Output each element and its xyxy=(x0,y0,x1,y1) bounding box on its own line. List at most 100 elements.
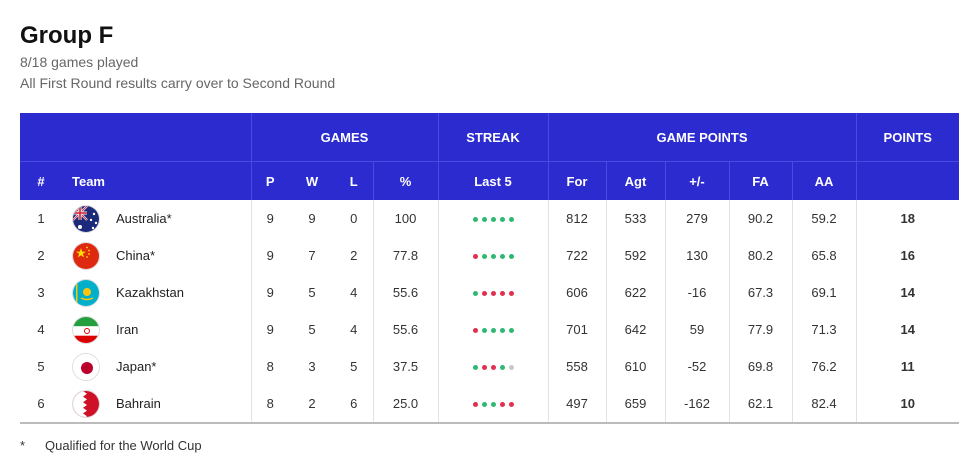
won-cell: 9 xyxy=(289,200,335,237)
col-fa[interactable]: FA xyxy=(728,161,792,200)
played-cell-value: 9 xyxy=(266,285,274,300)
col-played[interactable]: P xyxy=(250,161,289,200)
pct-cell-value: 55.6 xyxy=(392,285,419,300)
col-last5[interactable]: Last 5 xyxy=(437,161,548,200)
fa-cell: 67.3 xyxy=(728,274,792,311)
carry-over-note: All First Round results carry over to Se… xyxy=(20,75,336,91)
pct-cell-value: 25.0 xyxy=(392,396,419,411)
for-cell-value: 497 xyxy=(566,396,588,411)
pct-cell: 100 xyxy=(372,200,438,237)
won-cell: 3 xyxy=(289,348,335,385)
col-agt[interactable]: Agt xyxy=(605,161,665,200)
group-header-row: GAMES STREAK GAME POINTS POINTS xyxy=(20,113,959,162)
streak-cell xyxy=(437,385,548,424)
team-name[interactable]: Bahrain xyxy=(116,396,161,411)
for-cell: 497 xyxy=(547,385,606,424)
played-cell-value: 8 xyxy=(266,396,274,411)
pct-cell: 55.6 xyxy=(372,311,438,348)
points-cell: 14 xyxy=(855,311,959,348)
diff-cell: 130 xyxy=(664,237,729,274)
aa-cell-value: 65.8 xyxy=(811,248,837,263)
table-row[interactable]: 6 Bahrain 8 2 6 25.0 497 659 -162 62.1 82.4 10 xyxy=(20,385,959,424)
col-pct[interactable]: % xyxy=(372,161,438,200)
agt-cell: 592 xyxy=(605,237,665,274)
lost-cell-value: 4 xyxy=(350,322,358,337)
played-cell: 8 xyxy=(250,385,289,424)
col-for[interactable]: For xyxy=(547,161,606,200)
win-dot xyxy=(481,402,487,408)
table-row[interactable]: 4 Iran 9 5 4 55.6 701 642 59 77.9 71.3 14 xyxy=(20,311,959,348)
for-cell-value: 812 xyxy=(566,211,588,226)
agt-cell-value: 642 xyxy=(624,322,647,337)
diff-cell-value: 130 xyxy=(686,248,708,263)
streak-cell xyxy=(437,200,548,237)
team-name[interactable]: Japan* xyxy=(116,359,157,374)
bahrain-flag-icon xyxy=(72,389,100,418)
agt-cell-value: 659 xyxy=(624,396,647,411)
win-dot xyxy=(508,254,514,260)
games-group-header: GAMES xyxy=(250,113,438,162)
fa-cell-value: 62.1 xyxy=(747,396,774,411)
china-flag-icon xyxy=(72,241,100,270)
loss-dot xyxy=(490,291,496,297)
win-dot xyxy=(472,291,478,297)
col-lost[interactable]: L xyxy=(335,161,373,200)
team-name[interactable]: Kazakhstan xyxy=(116,285,184,300)
lost-cell: 6 xyxy=(335,385,373,424)
agt-cell: 642 xyxy=(605,311,665,348)
win-dot xyxy=(508,217,514,223)
column-header-row: # Team P W L % Last 5 For Agt +/- FA AA xyxy=(20,161,959,200)
table-row[interactable]: 5 Japan* 8 3 5 37.5 558 610 -52 69.8 76.2 11 xyxy=(20,348,959,385)
streak-cell xyxy=(437,348,548,385)
diff-cell-value: -16 xyxy=(687,285,707,300)
team-cell: Australia* xyxy=(62,200,251,237)
rank-cell-value: 5 xyxy=(37,359,45,374)
diff-cell: 59 xyxy=(664,311,729,348)
won-cell: 5 xyxy=(289,311,335,348)
fa-cell-value: 90.2 xyxy=(747,211,774,226)
points-cell: 18 xyxy=(855,200,959,237)
team-cell: Japan* xyxy=(62,348,251,385)
rank-cell: 6 xyxy=(20,385,62,424)
table-row[interactable]: 3 Kazakhstan 9 5 4 55.6 606 622 -16 67.3 69.1 14 xyxy=(20,274,959,311)
lost-cell-value: 4 xyxy=(350,285,358,300)
team-name[interactable]: Australia* xyxy=(116,211,172,226)
table-row[interactable]: 2 China* 9 7 2 77.8 722 592 130 80.2 65.8 16 xyxy=(20,237,959,274)
team-name[interactable]: Iran xyxy=(116,322,139,337)
fa-cell: 90.2 xyxy=(728,200,792,237)
fa-cell-value: 80.2 xyxy=(747,248,774,263)
win-dot xyxy=(481,254,487,260)
col-rank[interactable]: # xyxy=(20,161,62,200)
iran-flag-icon xyxy=(72,315,100,344)
standings-table: GAMES STREAK GAME POINTS POINTS # Team P… xyxy=(20,113,959,424)
team-name[interactable]: China* xyxy=(116,248,156,263)
col-aa[interactable]: AA xyxy=(791,161,856,200)
agt-cell: 622 xyxy=(605,274,665,311)
team-cell: Kazakhstan xyxy=(62,274,251,311)
points-cell-value: 10 xyxy=(900,396,915,411)
table-row[interactable]: 1 Australia* 9 9 0 100 812 533 279 90.2 59.2 18 xyxy=(20,200,959,237)
agt-cell-value: 592 xyxy=(624,248,647,263)
loss-dot xyxy=(490,365,496,371)
pct-cell-value: 37.5 xyxy=(392,359,419,374)
win-dot xyxy=(490,402,496,408)
points-cell-value: 18 xyxy=(900,211,915,226)
aa-cell-value: 76.2 xyxy=(811,359,837,374)
col-pts[interactable] xyxy=(855,161,959,200)
aa-cell-value: 82.4 xyxy=(811,396,837,411)
for-cell: 606 xyxy=(547,274,606,311)
lost-cell: 4 xyxy=(335,311,373,348)
diff-cell: -162 xyxy=(664,385,729,424)
col-diff[interactable]: +/- xyxy=(664,161,729,200)
rank-cell: 4 xyxy=(20,311,62,348)
col-team[interactable]: Team xyxy=(62,161,251,200)
rank-cell-value: 3 xyxy=(37,285,45,300)
col-won[interactable]: W xyxy=(289,161,335,200)
played-cell-value: 8 xyxy=(266,359,274,374)
points-cell: 14 xyxy=(855,274,959,311)
fa-cell-value: 67.3 xyxy=(747,285,774,300)
lost-cell: 0 xyxy=(335,200,373,237)
diff-cell-value: 59 xyxy=(689,322,705,337)
won-cell: 2 xyxy=(289,385,335,424)
played-cell-value: 9 xyxy=(266,322,274,337)
